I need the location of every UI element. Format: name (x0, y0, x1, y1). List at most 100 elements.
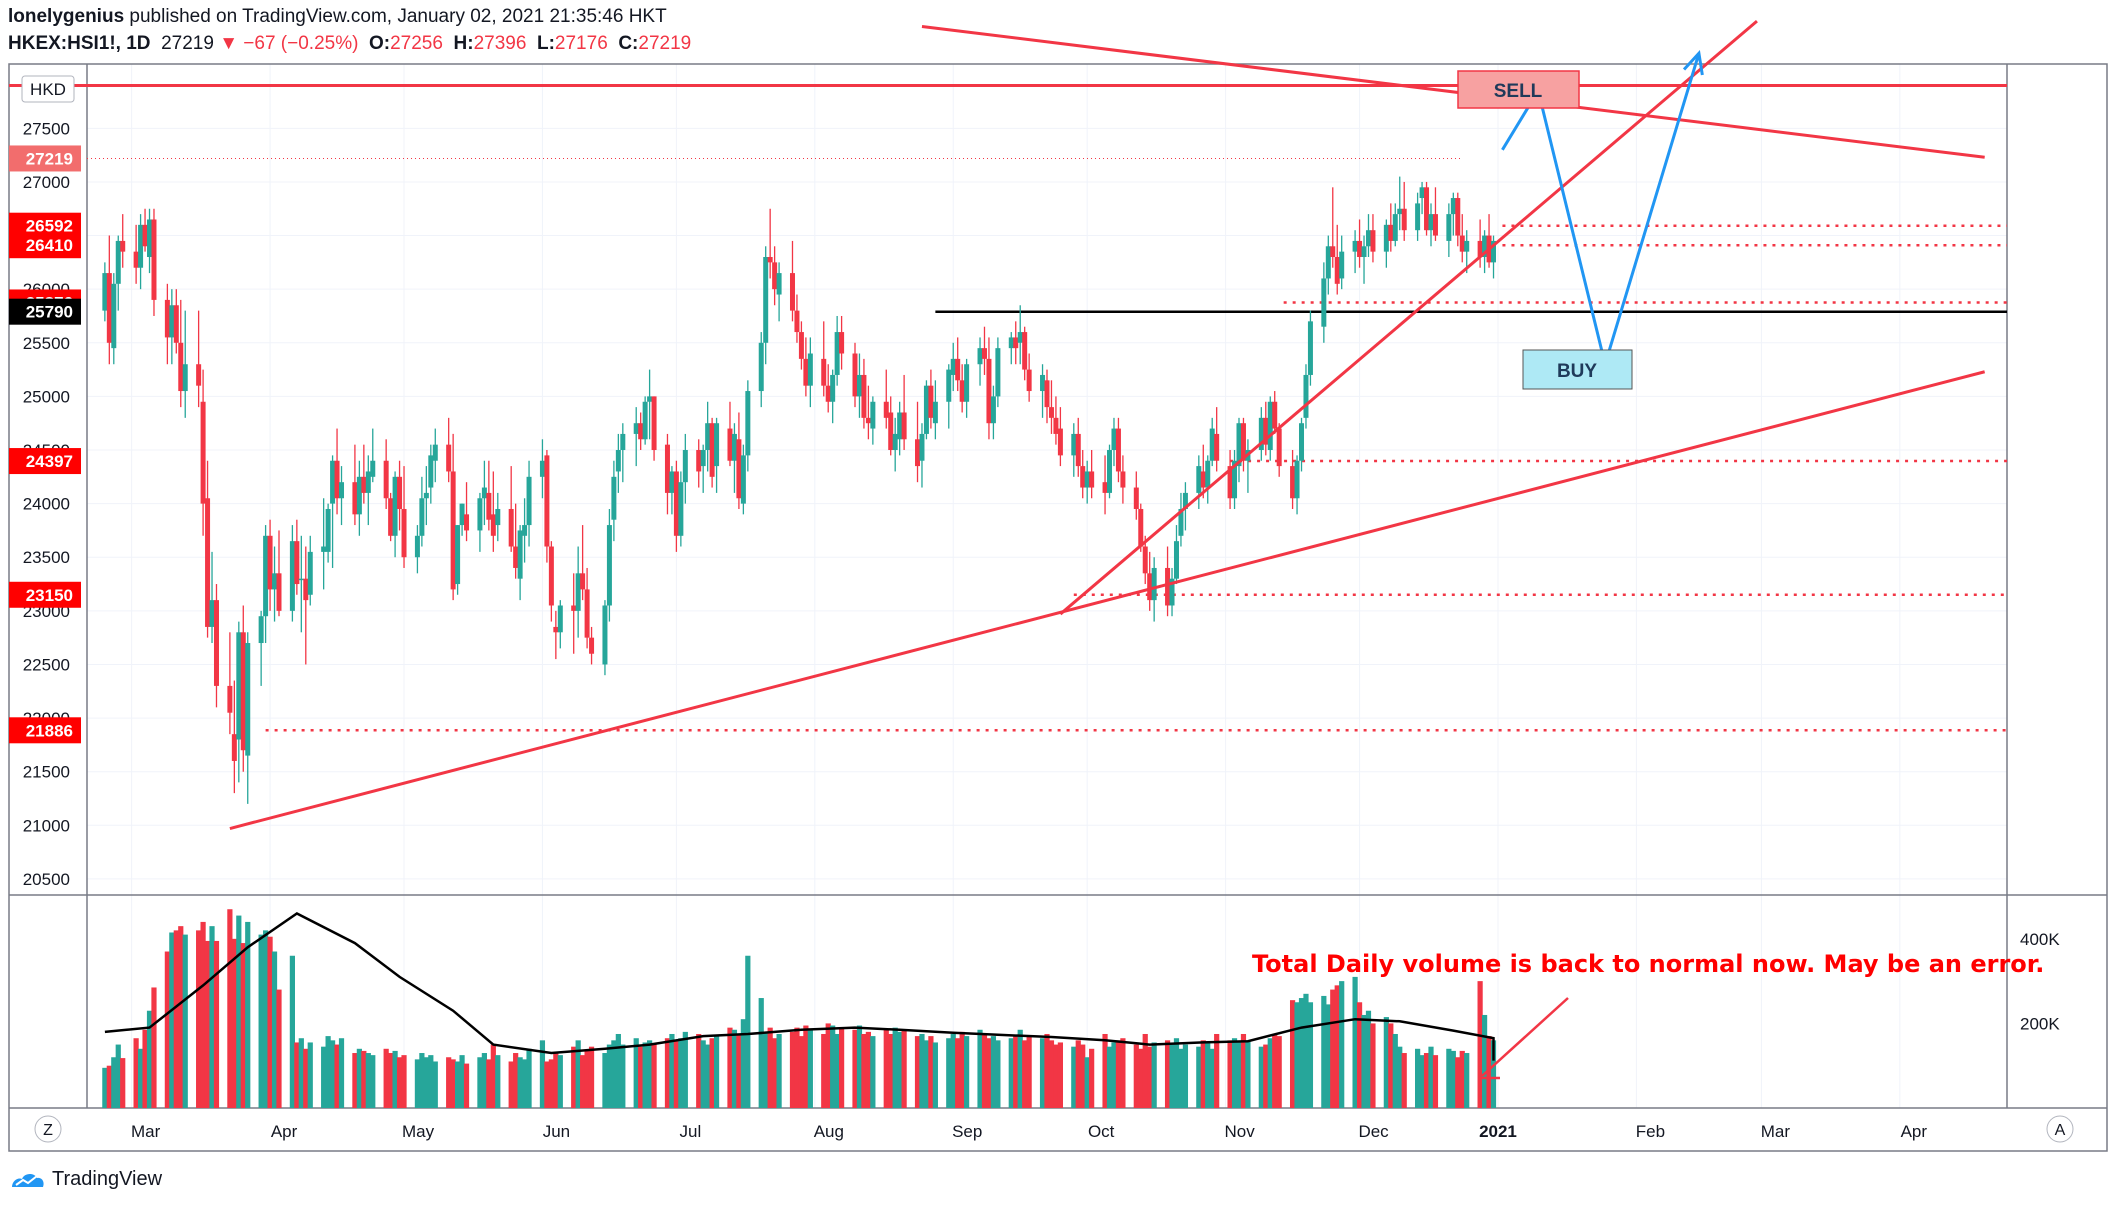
trend-drawings[interactable] (229, 19, 1986, 830)
volume-bar (1008, 1038, 1014, 1108)
volume-bar (338, 1038, 345, 1108)
volume-bar (526, 1048, 532, 1108)
footer-branding[interactable]: TradingView (10, 1168, 162, 1191)
volume-bar (919, 1033, 925, 1108)
publish-header: lonelygenius published on TradingView.co… (8, 4, 667, 30)
price-levels (9, 83, 2007, 732)
candle (1044, 369, 1050, 424)
candle (731, 423, 737, 493)
buy-label[interactable]: BUY (1522, 349, 1633, 390)
volume-bar (776, 1033, 782, 1108)
currency-badge[interactable]: HKD (21, 75, 75, 103)
volume-bar (883, 1029, 889, 1108)
candle (446, 417, 452, 483)
candle (423, 466, 429, 526)
volume-bar (1432, 1055, 1439, 1108)
volume-bar (763, 1031, 769, 1108)
trend-line[interactable] (1059, 19, 1758, 616)
level-price-label: 25790 (9, 298, 81, 325)
candle (580, 525, 586, 601)
volume-bar (700, 1040, 706, 1108)
candle (1232, 450, 1238, 509)
volume-bar (620, 1044, 626, 1108)
volume-bar (803, 1025, 809, 1108)
candle (977, 337, 983, 386)
volume-bar (1401, 1053, 1407, 1108)
volume-bar (557, 1055, 563, 1108)
sell-label[interactable]: SELL (1457, 70, 1580, 109)
candle (901, 374, 907, 451)
candle (615, 433, 621, 493)
candle (1107, 444, 1113, 499)
volume-bar (1115, 1040, 1122, 1108)
volume-bar (1151, 1042, 1157, 1108)
time-tick-label: May (402, 1122, 435, 1141)
time-tick-label: Sep (952, 1122, 982, 1141)
volume-bar (865, 1031, 871, 1108)
level-price-label: 24397 (9, 448, 81, 475)
candle (455, 525, 461, 595)
volume-bar (1267, 1038, 1273, 1108)
candle (1071, 423, 1077, 477)
time-tick-label: Apr (271, 1122, 298, 1141)
trend-line[interactable] (921, 24, 1985, 159)
volume-bar (731, 1029, 738, 1108)
candle (606, 508, 612, 622)
volume-bar (892, 1027, 898, 1108)
candle (231, 680, 237, 794)
trend-line[interactable] (229, 370, 1986, 830)
price-tick-label: 21000 (23, 816, 70, 835)
candle (986, 337, 992, 440)
candle (464, 482, 470, 542)
volume-bar (682, 1031, 688, 1108)
auto-scale-button[interactable]: A (2046, 1115, 2074, 1143)
volume-bar (1477, 981, 1483, 1108)
volume-bar (1415, 1048, 1421, 1108)
volume-bar (289, 955, 295, 1108)
volume-bar (1138, 1048, 1144, 1108)
volume-bar (1133, 1044, 1139, 1108)
volume-bar (1258, 1046, 1264, 1108)
candle (861, 358, 867, 429)
level-price-label: 23150 (9, 581, 81, 608)
candle (383, 439, 389, 509)
candle (1040, 364, 1046, 418)
volume-bar (767, 1027, 773, 1108)
volume-bar (1294, 1002, 1300, 1108)
candle (1013, 321, 1019, 365)
candle (1089, 450, 1095, 499)
open-value: 27256 (390, 33, 443, 54)
candle (611, 460, 617, 542)
candle (548, 541, 554, 622)
zoom-button[interactable]: Z (34, 1115, 62, 1143)
svg-text:24397: 24397 (26, 452, 73, 471)
volume-bar (477, 1057, 483, 1108)
candle (115, 235, 121, 311)
candle (334, 428, 340, 515)
projection-path[interactable] (1501, 52, 1701, 370)
volume-bar (481, 1053, 487, 1108)
volume-bar (370, 1055, 376, 1108)
low-value: 27176 (554, 33, 608, 54)
volume-bar (1178, 1048, 1184, 1108)
volume-bar (1200, 1040, 1206, 1108)
candle (1388, 203, 1394, 252)
candle (1424, 181, 1430, 236)
volume-bar (1075, 1040, 1081, 1108)
note-arrow (1481, 997, 1569, 1077)
candle (825, 364, 831, 413)
time-tick-label: Nov (1224, 1122, 1255, 1141)
volume-bar (245, 921, 251, 1108)
volume-bar (1071, 1046, 1077, 1108)
candle (245, 632, 251, 804)
svg-text:SELL: SELL (1494, 81, 1543, 102)
volume-bar (1102, 1033, 1108, 1108)
candle (642, 396, 648, 445)
volume-bar (1147, 1046, 1153, 1108)
candle (955, 337, 961, 392)
chart-annotations[interactable]: SELL BUY Total Daily volume is back to nor… (1252, 70, 2044, 1080)
candle (432, 428, 438, 483)
tradingview-logo-icon (12, 1173, 44, 1187)
author-name[interactable]: lonelygenius (8, 6, 125, 27)
